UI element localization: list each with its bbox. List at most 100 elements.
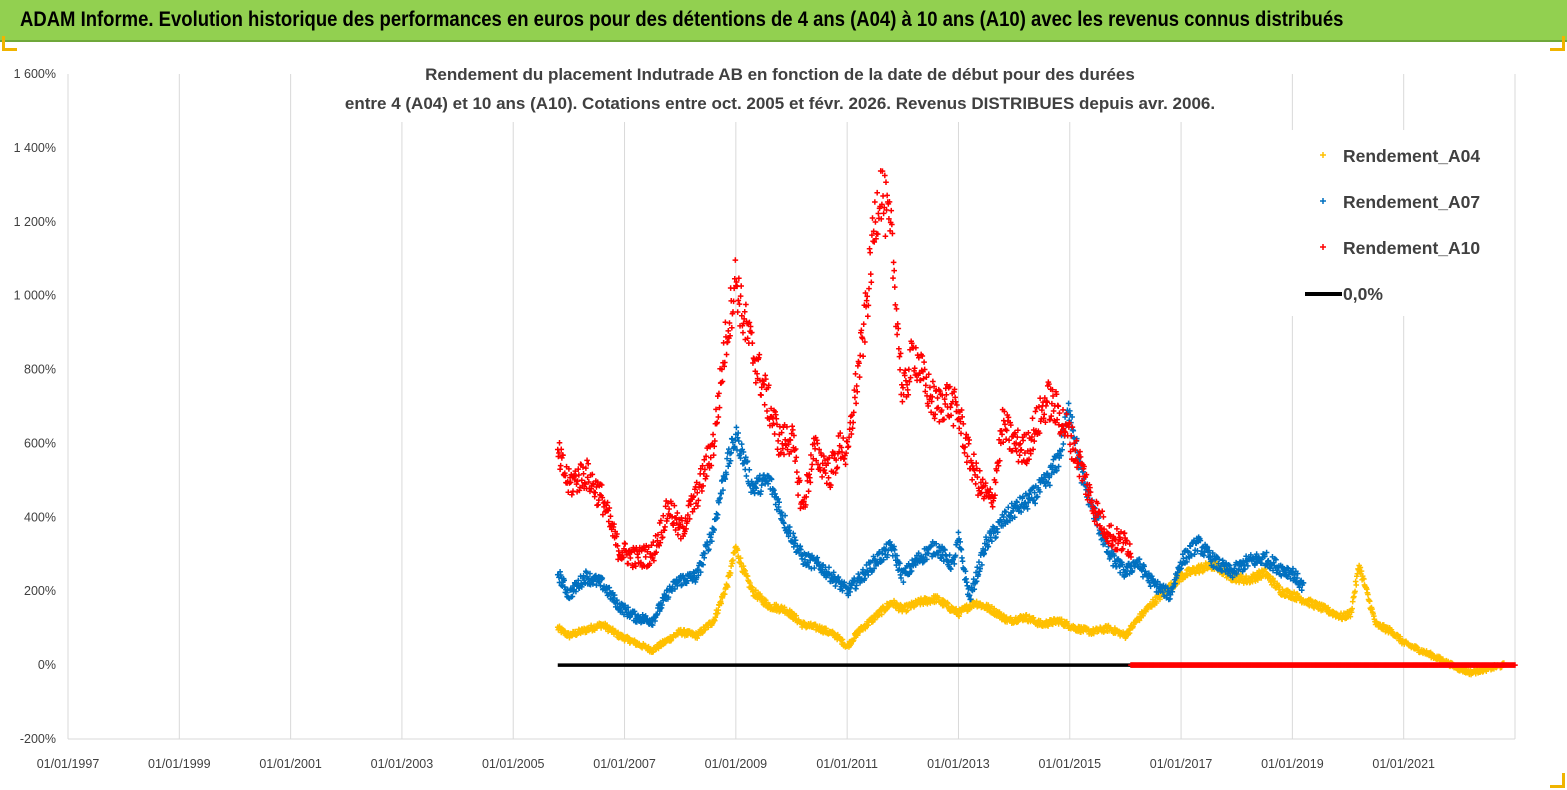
data-point-marker [711,527,717,533]
data-point-marker [826,455,832,461]
data-point-marker [921,359,927,365]
data-point-marker [727,457,734,464]
data-point-marker [768,405,774,412]
data-point-marker [947,383,953,390]
data-point-marker [957,539,964,545]
data-point-marker [919,353,926,359]
data-point-marker [1025,429,1032,436]
data-point-marker [638,559,644,566]
data-point-marker [750,487,757,494]
data-point-marker [723,334,729,340]
data-point-marker [699,462,706,469]
data-point-marker [1088,497,1095,504]
data-point-marker [614,543,621,549]
data-point-marker [891,547,898,553]
data-point-marker [733,424,740,431]
data-point-marker [891,267,897,274]
data-point-marker [662,524,668,530]
data-point-marker [1361,576,1367,582]
data-point-marker [716,390,722,397]
data-point-marker [747,580,753,586]
data-point-marker [1069,424,1076,430]
data-point-marker [1022,450,1028,456]
data-point-marker [737,455,744,461]
data-point-marker [1114,546,1121,553]
legend-marker-swatch [1320,152,1326,158]
data-point-marker [765,382,772,389]
data-point-marker [726,446,732,452]
data-point-marker [625,604,631,611]
data-point-marker [1031,489,1038,496]
data-point-marker [942,401,948,407]
data-point-marker [1055,463,1062,470]
data-point-marker [672,586,678,592]
data-point-marker [839,449,845,455]
data-point-marker [970,576,977,582]
data-point-marker [736,275,742,282]
data-point-marker [753,379,759,386]
data-point-marker [1036,404,1042,410]
data-point-marker [703,453,709,460]
data-point-marker [972,481,979,487]
data-point-marker [1046,381,1052,387]
data-point-marker [874,189,880,196]
x-tick-label: 01/01/2009 [705,757,768,771]
data-point-marker [790,530,797,537]
data-point-marker [1029,434,1035,440]
series-rendement-a10 [554,168,1134,571]
data-point-marker [735,297,742,304]
data-point-marker [858,327,865,334]
data-point-marker [1103,535,1110,542]
data-point-marker [904,381,910,388]
data-point-marker [1366,598,1373,605]
data-point-marker [941,396,948,402]
data-point-marker [916,354,922,361]
data-point-marker [832,583,839,589]
data-point-marker [738,312,745,319]
y-tick-label: 400% [24,510,56,524]
corner-mark-top-left [2,36,17,51]
data-point-marker [1167,591,1174,598]
data-point-marker [573,473,579,479]
data-point-marker [935,404,941,411]
data-point-marker [1012,445,1019,452]
data-point-marker [592,489,599,496]
data-point-marker [673,515,679,521]
data-point-marker [719,366,725,373]
data-point-marker [758,392,764,398]
data-point-marker [761,381,767,388]
data-point-marker [1091,505,1097,512]
data-point-marker [964,582,971,589]
data-point-marker [805,560,811,566]
data-point-marker [660,512,667,519]
data-point-marker [606,584,613,591]
data-point-marker [737,555,744,561]
data-point-marker [804,478,811,484]
data-point-marker [952,552,959,559]
data-point-marker [569,593,576,600]
data-point-marker [727,332,733,339]
data-point-marker [778,449,784,456]
data-point-marker [700,561,706,568]
data-point-marker [862,290,869,296]
data-point-marker [845,592,852,599]
data-point-marker [942,547,948,553]
data-point-marker [965,586,972,592]
data-point-marker [694,566,701,572]
data-point-marker [1044,399,1050,406]
data-point-marker [1049,386,1056,393]
data-point-marker [805,488,812,495]
data-point-marker [825,460,831,467]
data-point-marker [890,275,896,281]
data-point-marker [665,594,672,600]
data-point-marker [1129,568,1136,574]
data-point-marker [902,367,909,374]
data-point-marker [1197,537,1204,544]
data-point-marker [869,215,876,221]
data-point-marker [1253,551,1260,557]
data-point-marker [977,565,983,572]
data-point-marker [900,579,907,585]
data-point-marker [961,450,968,456]
data-point-marker [859,335,866,342]
